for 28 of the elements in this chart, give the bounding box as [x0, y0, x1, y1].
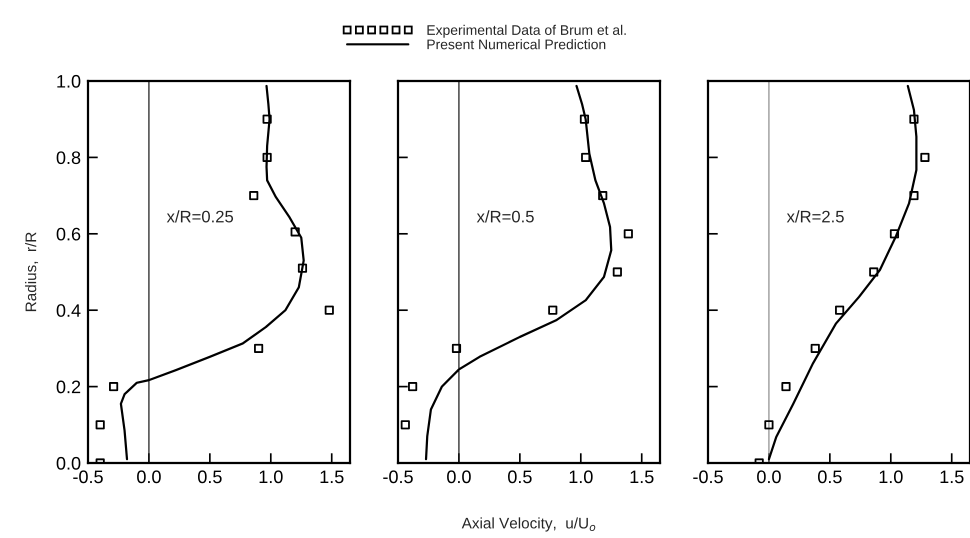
y-tick-label: 0.4	[56, 304, 81, 317]
x-tick-label: -0.5	[383, 470, 413, 484]
x-tick-label: 0.0	[757, 470, 781, 484]
x-tick-label: 0.5	[508, 470, 532, 484]
x-tick-label: -0.5	[693, 470, 723, 484]
x-tick-label: -0.5	[73, 470, 103, 484]
y-tick-label: 0.8	[56, 151, 80, 164]
annotation: x/R=2.5	[786, 210, 844, 223]
x-tick-label: 1.0	[880, 470, 903, 484]
y-tick-label: 0.2	[56, 380, 80, 394]
y-tick-label: 0.0	[56, 456, 80, 470]
annotation: x/R=0.25	[166, 210, 234, 223]
x-tick-label: 0.0	[447, 470, 471, 484]
x-tick-label: 1.5	[320, 470, 344, 484]
x-tick-label: 1.5	[940, 470, 964, 484]
x-axis-title: Axial Velocity, u/U$_{o}$	[462, 517, 596, 532]
y-tick-label: 1.0	[57, 74, 80, 88]
x-tick-label: 1.0	[260, 470, 283, 484]
x-tick-label: 1.0	[570, 470, 593, 484]
x-tick-label: 1.5	[630, 470, 654, 484]
legend-label: Experimental Data of Brum et al.	[427, 24, 626, 38]
x-tick-label: 0.0	[137, 470, 161, 484]
legend-label: Present Numerical Prediction	[427, 39, 606, 50]
annotation: x/R=0.5	[476, 210, 534, 223]
y-axis-title: Radius, r/R	[25, 232, 38, 312]
x-tick-label: 0.5	[818, 470, 842, 484]
y-tick-label: 0.6	[56, 228, 80, 241]
x-tick-label: 0.5	[198, 470, 222, 484]
